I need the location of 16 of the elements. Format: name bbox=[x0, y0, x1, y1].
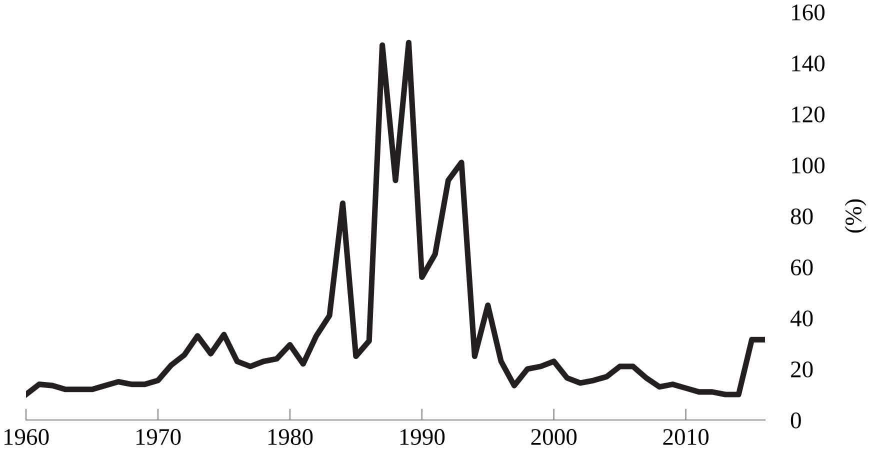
x-tick-label: 1980 bbox=[268, 429, 313, 445]
x-tick-label: 1990 bbox=[400, 429, 445, 445]
x-tick-label: 1970 bbox=[136, 429, 181, 445]
y-tick-label: 20 bbox=[791, 361, 813, 378]
x-tick-label: 1960 bbox=[4, 429, 49, 445]
y-tick-label: 160 bbox=[792, 4, 825, 20]
y-tick-label: 120 bbox=[792, 106, 825, 122]
y-tick-label: 140 bbox=[792, 55, 825, 72]
y-tick-label: 100 bbox=[792, 157, 825, 174]
y-tick-label: 40 bbox=[790, 310, 813, 326]
y-tick-label: 0 bbox=[790, 412, 801, 428]
y-axis-title: (%) bbox=[844, 199, 866, 233]
x-tick-label: 2010 bbox=[663, 429, 709, 445]
x-tick-label: 2000 bbox=[531, 429, 577, 445]
y-tick-label: 60 bbox=[791, 259, 813, 276]
y-tick-label: 80 bbox=[790, 208, 813, 224]
